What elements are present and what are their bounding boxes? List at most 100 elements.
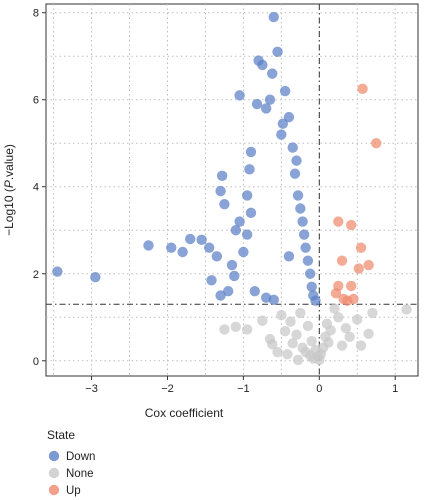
data-point-up (371, 138, 382, 149)
y-axis-title-suffix: .value) (2, 144, 16, 180)
x-axis: −3 −2 −1 0 1 (85, 376, 398, 395)
y-tick-label: 0 (33, 356, 39, 368)
data-point-none (276, 309, 287, 321)
data-point-down (241, 229, 253, 240)
data-point-down (211, 251, 223, 262)
data-point-down (283, 251, 295, 262)
data-point-down (215, 185, 226, 197)
data-point-none (333, 312, 344, 323)
data-point-none (285, 316, 296, 327)
x-tick-label: −2 (161, 383, 174, 395)
y-axis-title-prefix: −Log10 ( (2, 188, 16, 236)
data-point-none (344, 331, 355, 343)
data-point-none (241, 324, 253, 335)
data-point-down (264, 94, 276, 105)
data-point-up (345, 219, 357, 231)
data-point-down (251, 98, 263, 110)
legend: State Down None Up (47, 428, 95, 497)
data-point-none (363, 328, 374, 339)
data-point-down (230, 225, 241, 236)
data-point-none (352, 314, 363, 325)
data-point-down (177, 246, 188, 258)
y-tick-label: 4 (33, 182, 39, 194)
data-point-up (345, 280, 357, 292)
data-point-none (367, 307, 378, 319)
data-point-down (245, 207, 257, 219)
data-point-down (302, 255, 314, 266)
data-point-down (143, 240, 154, 251)
plot-frame (45, 3, 419, 377)
y-tick-label: 6 (33, 95, 39, 107)
data-point-down (298, 229, 310, 240)
data-point-none (323, 337, 334, 348)
data-point-down (215, 290, 226, 301)
data-point-down (276, 129, 287, 140)
data-point-down (52, 266, 63, 277)
data-point-down (216, 170, 228, 182)
data-point-down (292, 190, 304, 201)
data-point-down (219, 198, 230, 210)
data-point-up (357, 83, 368, 95)
legend-label-none: None (66, 468, 94, 480)
data-point-up (353, 263, 364, 274)
data-point-down (297, 216, 308, 227)
x-axis-title: Cox coefficient (145, 406, 224, 420)
data-point-down (304, 268, 316, 279)
data-point-none (291, 329, 302, 340)
legend-swatch-down (48, 450, 60, 462)
data-points (52, 11, 412, 366)
y-axis-title: −Log10 (P.value) (2, 144, 16, 236)
data-point-down (257, 59, 268, 71)
data-point-down (268, 11, 279, 23)
y-axis: 0 2 4 6 8 (33, 8, 46, 368)
data-point-down (249, 285, 260, 297)
data-point-down (277, 118, 289, 129)
data-point-down (267, 68, 278, 79)
legend-entries: Down None Up (48, 450, 95, 497)
y-tick-label: 2 (33, 269, 39, 281)
data-point-none (355, 340, 367, 351)
data-point-down (287, 142, 298, 153)
data-point-up (363, 259, 374, 271)
x-tick-label: 1 (392, 383, 398, 395)
threshold-lines (46, 4, 418, 376)
y-axis-title-italic: P (2, 180, 16, 188)
data-point-none (230, 321, 241, 333)
data-point-down (234, 90, 245, 101)
data-point-down (229, 270, 240, 282)
data-point-down (310, 295, 321, 306)
legend-label-up: Up (66, 485, 81, 497)
data-point-down (185, 233, 196, 245)
data-point-none (306, 335, 317, 347)
data-point-down (272, 46, 283, 58)
data-point-none (272, 346, 283, 358)
data-point-down (204, 242, 215, 253)
data-point-none (340, 322, 352, 334)
data-point-down (279, 85, 291, 97)
legend-label-down: Down (66, 451, 95, 463)
data-point-none (325, 325, 336, 336)
legend-title: State (47, 428, 75, 442)
data-point-down (206, 275, 217, 286)
data-point-down (283, 111, 295, 123)
data-point-down (291, 155, 302, 166)
x-tick-label: −3 (85, 383, 98, 395)
data-point-down (234, 216, 245, 227)
data-point-up (333, 216, 344, 227)
data-point-down (166, 242, 177, 253)
data-point-none (292, 354, 304, 366)
data-point-up (330, 288, 342, 299)
data-point-none (219, 324, 230, 335)
x-tick-label: 0 (316, 383, 322, 395)
data-point-none (257, 315, 268, 326)
data-point-none (302, 320, 314, 332)
data-point-up (355, 242, 367, 253)
data-point-down (268, 294, 279, 306)
data-point-none (336, 340, 348, 351)
data-point-down (245, 146, 257, 158)
data-point-down (300, 242, 311, 253)
data-point-none (329, 303, 340, 314)
data-point-down (196, 234, 207, 246)
legend-swatch-up (48, 484, 60, 496)
